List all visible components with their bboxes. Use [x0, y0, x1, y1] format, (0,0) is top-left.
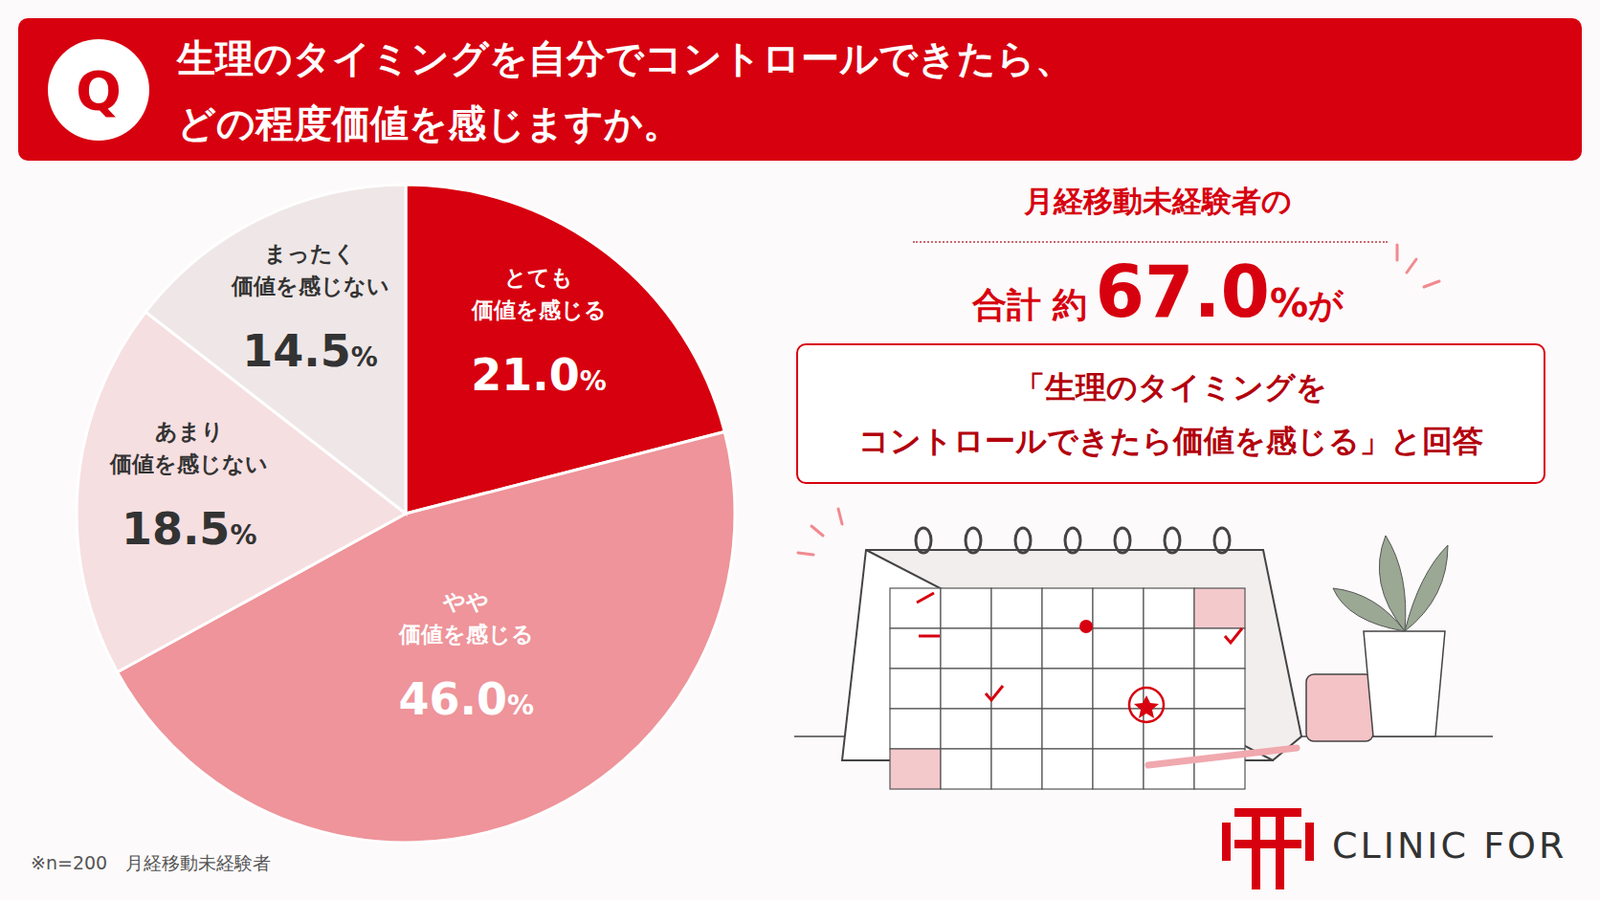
html-text:Q: Q: [75, 58, 122, 122]
svg-text:あまり: あまり: [155, 419, 224, 445]
svg-text:まったく: まったく: [264, 241, 356, 267]
svg-text:14.5%: 14.5%: [242, 325, 378, 378]
svg-text:18.5%: 18.5%: [121, 503, 258, 556]
svg-text:価値を感じる: 価値を感じる: [398, 622, 534, 647]
svg-text:46.0%: 46.0%: [399, 673, 535, 726]
html-text:合計 約: 合計 約: [972, 285, 1088, 325]
html-text:CLINIC FOR: CLINIC FOR: [1332, 824, 1567, 867]
svg-text:価値を感じる: 価値を感じる: [470, 297, 607, 323]
svg-text:価値を感じない: 価値を感じない: [109, 451, 268, 477]
html-text:67.0%が: 67.0%が: [1095, 250, 1344, 334]
html-text:「生理のタイミングを: 「生理のタイミングを: [1014, 368, 1328, 406]
svg-text:21.0%: 21.0%: [470, 349, 607, 401]
svg-text:やや: やや: [442, 589, 489, 615]
svg-text:価値を感じない: 価値を感じない: [230, 273, 390, 299]
html-text:どの程度価値を感じますか。: どの程度価値を感じますか。: [177, 101, 682, 146]
html-text:生理のタイミングを自分でコントロールできたら、: 生理のタイミングを自分でコントロールできたら、: [177, 36, 1074, 81]
html-text:月経移動未経験者の: 月経移動未経験者の: [1023, 183, 1292, 219]
html-text:※n=200 月経移動未経験者: ※n=200 月経移動未経験者: [30, 852, 272, 874]
html-text:コントロールできたら価値を感じる」と回答: コントロールできたら価値を感じる」と回答: [858, 422, 1484, 459]
svg-text:とても: とても: [504, 265, 574, 290]
